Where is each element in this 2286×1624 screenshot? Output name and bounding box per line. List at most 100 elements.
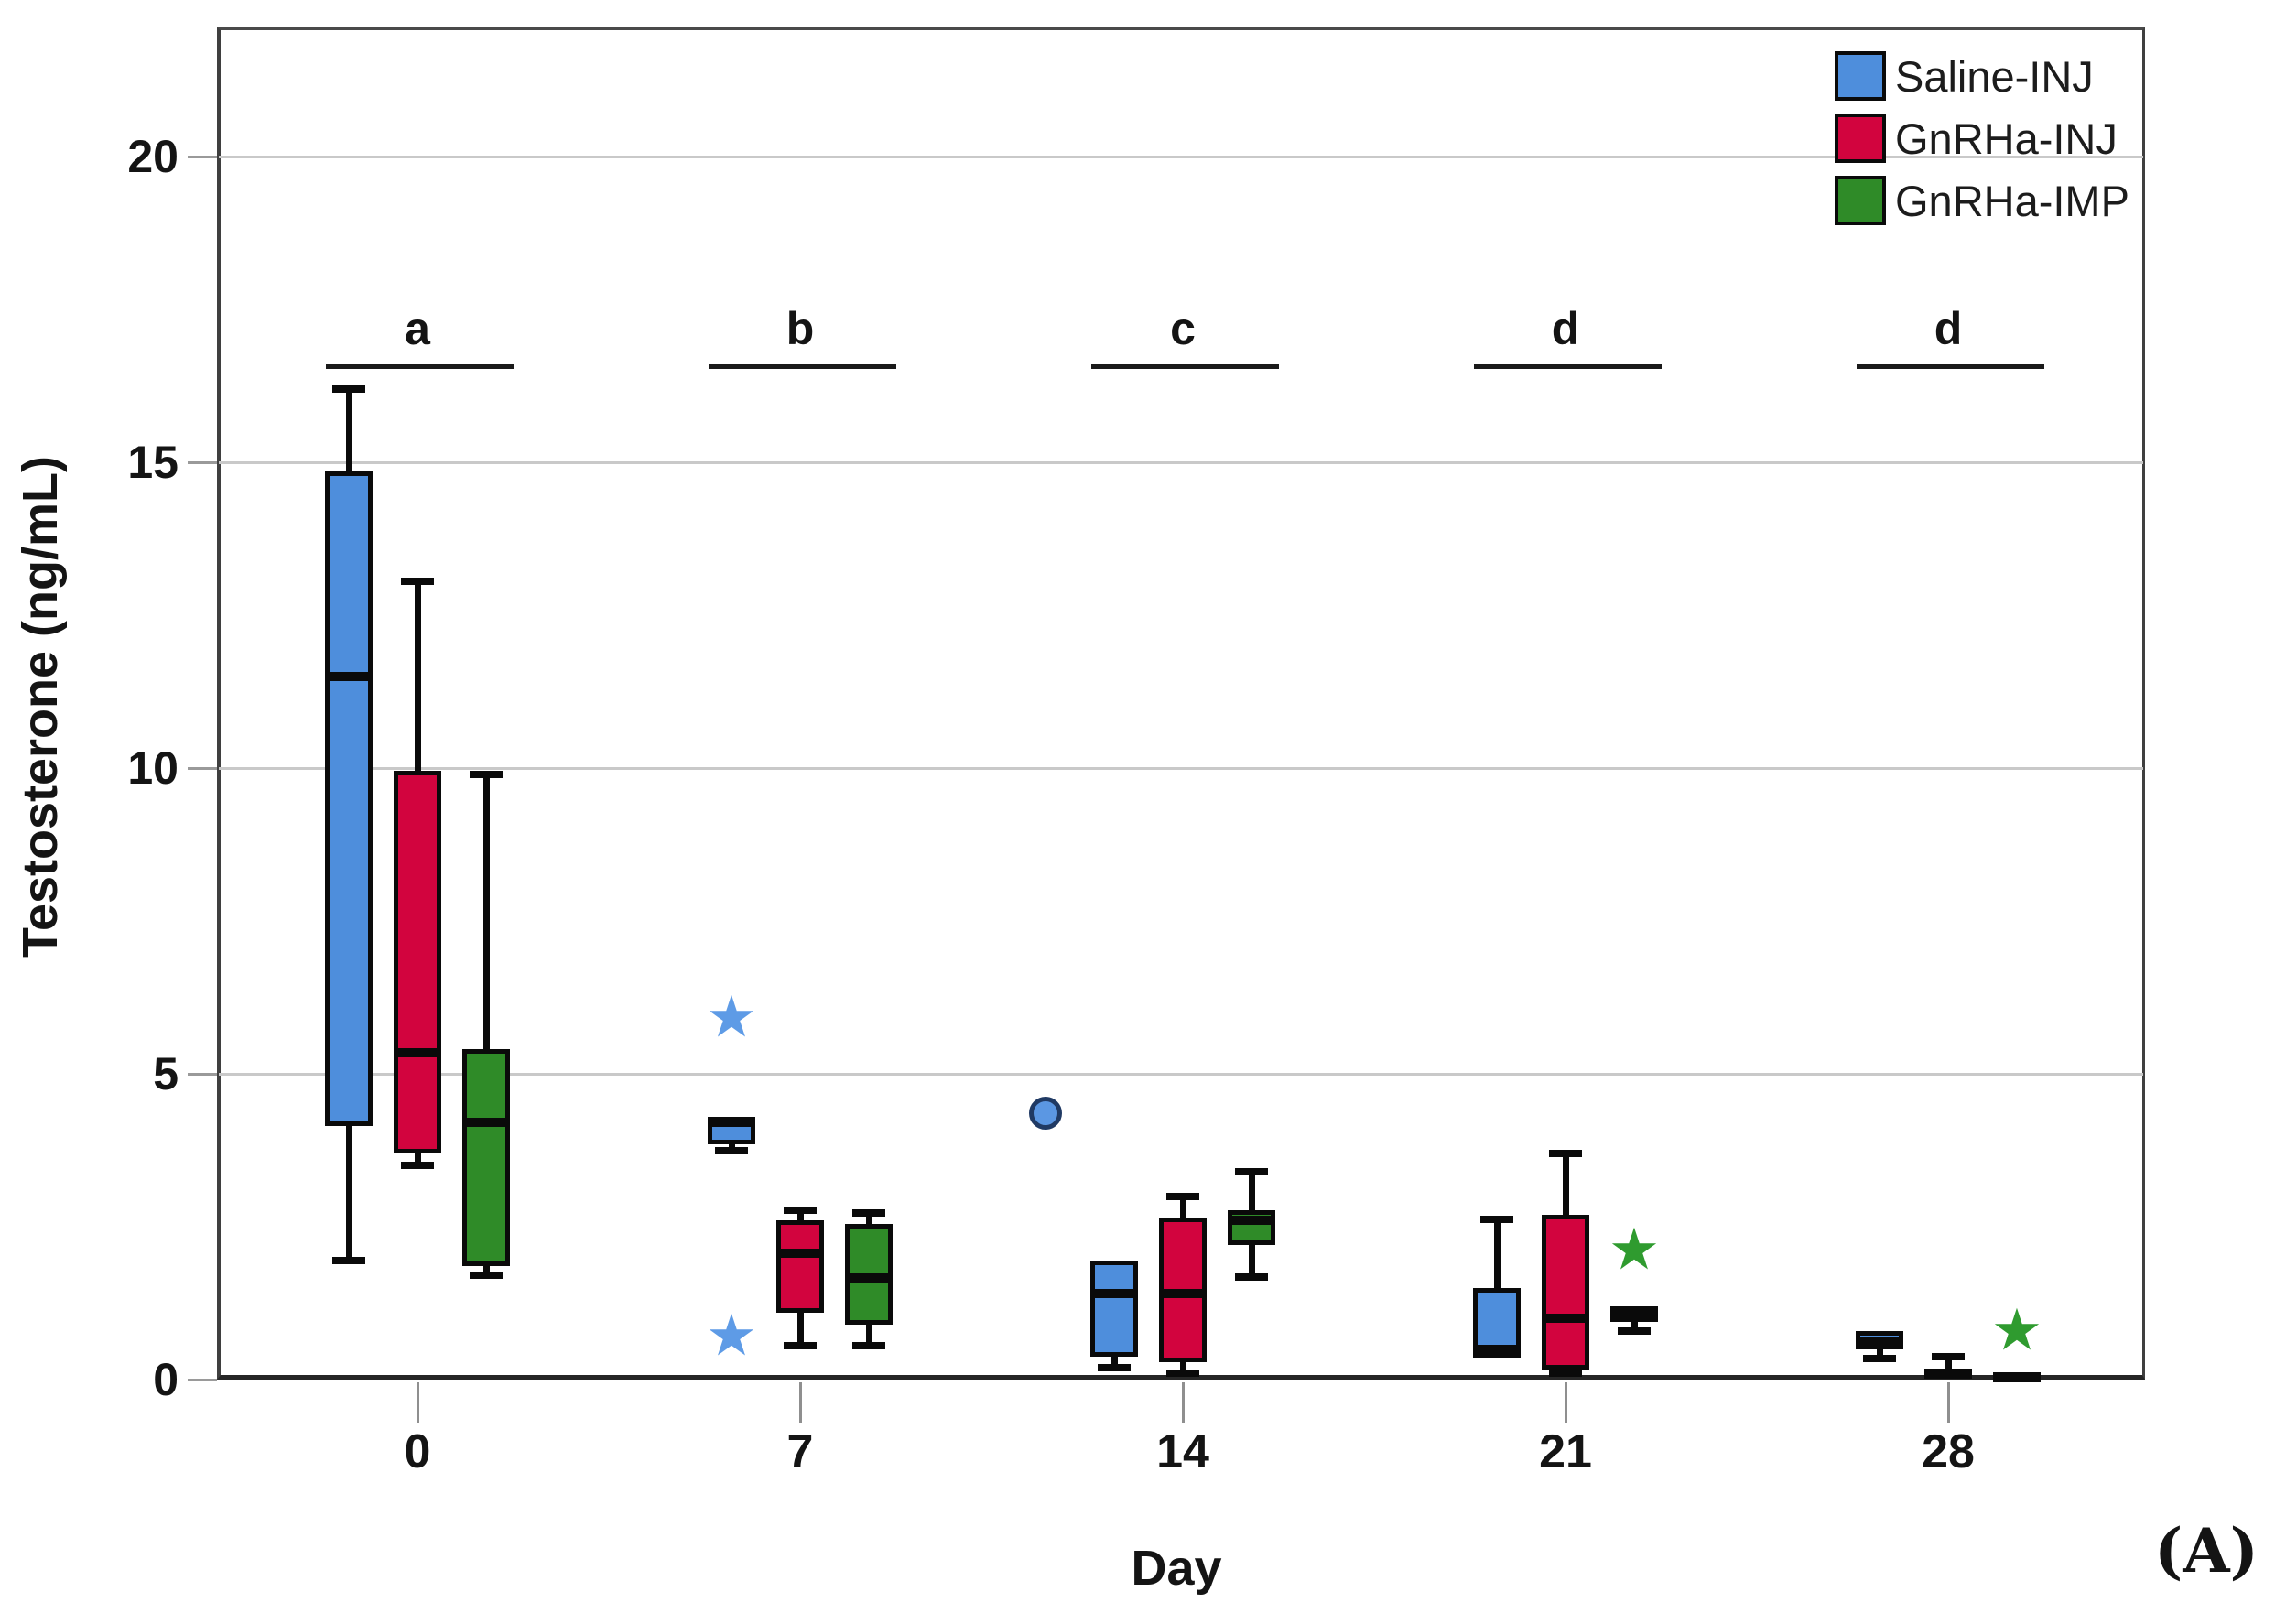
significance-line (1474, 364, 1662, 370)
upper-whisker-cap (1932, 1353, 1965, 1361)
x-tick-label: 7 (786, 1425, 814, 1478)
legend-label-gnrha-inj: GnRHa-INJ (1895, 114, 2118, 163)
legend-label-gnrha-imp: GnRHa-IMP (1895, 176, 2129, 225)
legend-swatch-gnrha-inj (1835, 114, 1886, 163)
upper-whisker-cap (1166, 1192, 1199, 1200)
median-line (1090, 1289, 1138, 1299)
outlier-star: ★ (1993, 1300, 2041, 1359)
outlier-star: ★ (1610, 1219, 1658, 1278)
box-gnrha-imp-day0 (462, 1049, 510, 1267)
lower-whisker-cap (470, 1272, 503, 1280)
lower-whisker (1877, 1348, 1883, 1359)
box-gnrha-inj-day7 (776, 1220, 824, 1313)
lower-whisker-cap (401, 1162, 434, 1170)
upper-whisker (797, 1209, 804, 1221)
gridline (219, 767, 2143, 770)
median-line (1993, 1371, 2041, 1381)
lower-whisker-cap (1235, 1272, 1268, 1281)
y-axis-tick (188, 767, 217, 770)
significance-letter: a (405, 303, 430, 355)
upper-whisker (1563, 1153, 1569, 1215)
significance-line (709, 364, 896, 370)
outlier-star: ★ (708, 987, 755, 1045)
plot-frame (217, 27, 2145, 1380)
upper-whisker (1249, 1171, 1255, 1210)
box-saline-inj-day14 (1090, 1260, 1138, 1358)
significance-line (1857, 364, 2044, 370)
upper-whisker-cap (1235, 1167, 1268, 1175)
legend-swatch-saline-inj (1835, 51, 1886, 101)
median-line (1473, 1344, 1521, 1354)
lower-whisker-cap (1098, 1363, 1131, 1371)
box-gnrha-inj-day0 (394, 771, 441, 1153)
y-axis-tick (188, 156, 217, 158)
x-tick-label: 14 (1156, 1425, 1209, 1478)
median-line (1610, 1310, 1658, 1320)
significance-letter: c (1170, 303, 1196, 355)
legend-item-gnrha-imp: GnRHa-IMP (1835, 176, 2129, 225)
significance-letter: d (1551, 303, 1580, 355)
x-axis-tick (1947, 1382, 1950, 1423)
upper-whisker-cap (784, 1206, 817, 1214)
median-line (1856, 1337, 1903, 1347)
median-line (394, 1047, 441, 1057)
median-line (776, 1248, 824, 1258)
x-tick-label: 21 (1539, 1425, 1592, 1478)
upper-whisker-cap (332, 384, 365, 393)
y-axis-tick (188, 1379, 217, 1381)
box-saline-inj-day0 (325, 471, 373, 1126)
outlier-star: ★ (708, 1305, 755, 1364)
lower-whisker (483, 1266, 490, 1276)
x-axis-title: Day (1131, 1541, 1222, 1596)
median-line (708, 1118, 755, 1128)
y-axis-tick (188, 1073, 217, 1076)
median-line (325, 671, 373, 681)
median-line (1228, 1216, 1275, 1226)
box-gnrha-imp-day14 (1228, 1209, 1275, 1246)
lower-whisker (415, 1153, 421, 1166)
lower-whisker-cap (1618, 1326, 1651, 1335)
legend-swatch-gnrha-imp (1835, 176, 1886, 225)
upper-whisker-cap (1480, 1215, 1513, 1223)
lower-whisker-cap (715, 1146, 748, 1154)
upper-whisker-cap (470, 770, 503, 778)
lower-whisker-cap (1863, 1354, 1896, 1362)
median-line (1542, 1314, 1589, 1324)
upper-whisker (1494, 1218, 1501, 1288)
lower-whisker (797, 1312, 804, 1347)
lower-whisker (1631, 1321, 1638, 1331)
significance-letter: b (785, 303, 815, 355)
median-line (845, 1273, 893, 1283)
significance-line (1091, 364, 1279, 370)
upper-whisker (1180, 1196, 1186, 1218)
x-axis-tick (1182, 1382, 1185, 1423)
legend-item-gnrha-inj: GnRHa-INJ (1835, 114, 2129, 163)
median-line (462, 1118, 510, 1128)
outlier-circle (1029, 1096, 1062, 1130)
box-gnrha-inj-day21 (1542, 1214, 1589, 1370)
y-tick-label: 20 (127, 131, 179, 182)
upper-whisker (346, 388, 352, 471)
lower-whisker-cap (1549, 1370, 1582, 1378)
gridline (219, 156, 2143, 158)
significance-line (326, 364, 514, 370)
significance-letter: d (1934, 303, 1963, 355)
upper-whisker-cap (852, 1209, 885, 1218)
upper-whisker (1945, 1357, 1952, 1369)
gridline (219, 1073, 2143, 1076)
upper-whisker (415, 581, 421, 772)
legend-label-saline-inj: Saline-INJ (1895, 51, 2094, 101)
x-axis-tick (1565, 1382, 1567, 1423)
upper-whisker-cap (1549, 1149, 1582, 1157)
median-line (1159, 1289, 1207, 1299)
lower-whisker (346, 1125, 352, 1261)
y-axis-title: Testosterone (ng/mL) (13, 456, 68, 958)
x-tick-label: 0 (404, 1425, 431, 1478)
y-axis-tick (188, 461, 217, 464)
x-tick-label: 28 (1922, 1425, 1975, 1478)
upper-whisker-cap (401, 578, 434, 586)
median-line (1924, 1369, 1972, 1379)
legend-item-saline-inj: Saline-INJ (1835, 51, 2129, 101)
y-tick-label: 15 (127, 437, 179, 488)
